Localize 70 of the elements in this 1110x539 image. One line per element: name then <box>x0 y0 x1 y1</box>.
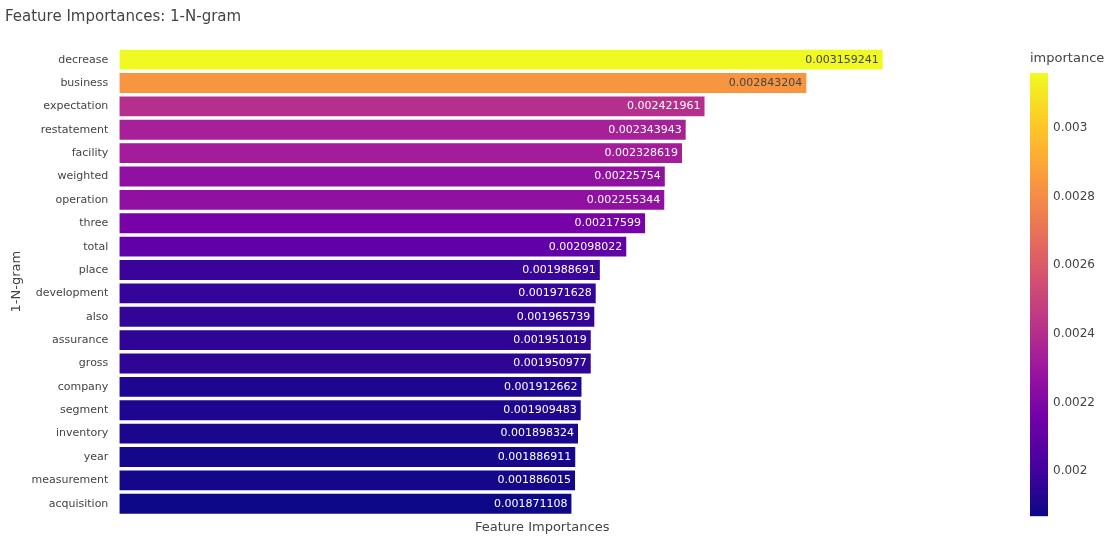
bar <box>119 306 595 327</box>
data-label: 0.002255344 <box>586 192 661 206</box>
y-tick-label: business <box>60 75 109 89</box>
y-tick-label: segment <box>60 403 110 417</box>
bar <box>119 493 572 514</box>
data-label: 0.001951019 <box>513 332 587 346</box>
y-tick-label: place <box>78 262 109 276</box>
y-tick-label: company <box>57 379 109 393</box>
bar <box>119 189 665 210</box>
y-tick-label: restatement <box>40 122 110 136</box>
y-tick-label: also <box>86 309 109 323</box>
bar <box>119 49 883 70</box>
y-tick-label: facility <box>71 146 109 160</box>
bar <box>119 376 582 397</box>
data-label: 0.00217599 <box>574 216 642 230</box>
bar <box>119 470 576 491</box>
y-tick-label: development <box>35 286 110 300</box>
y-tick-label: acquisition <box>48 496 109 510</box>
y-tick-label: operation <box>55 192 109 206</box>
bar <box>119 260 600 280</box>
bar <box>119 400 581 421</box>
y-tick-label: decrease <box>58 52 109 66</box>
data-label: 0.001886015 <box>497 473 572 487</box>
color-bar-title: importance <box>1030 49 1105 65</box>
bar <box>119 73 807 93</box>
y-tick-label: three <box>79 216 109 230</box>
bar <box>119 283 596 304</box>
data-label: 0.001909483 <box>503 403 577 417</box>
data-label: 0.002098022 <box>548 239 623 253</box>
bar <box>119 166 665 187</box>
data-label: 0.001965739 <box>516 309 591 323</box>
color-bar-label: 0.0022 <box>1053 394 1095 409</box>
data-label: 0.001971628 <box>518 286 592 300</box>
data-label: 0.003159241 <box>805 52 879 66</box>
y-tick-label: inventory <box>55 426 109 440</box>
bar <box>119 447 576 467</box>
color-bar-label: 0.0028 <box>1053 188 1095 203</box>
x-axis-title: Feature Importances <box>474 518 610 534</box>
bar <box>119 330 591 351</box>
y-tick-label: expectation <box>43 99 109 113</box>
bar <box>119 119 686 140</box>
data-label: 0.001988691 <box>522 262 596 276</box>
bar <box>119 143 682 164</box>
bar <box>119 236 627 257</box>
data-label: 0.002328619 <box>604 146 678 160</box>
data-label: 0.001871108 <box>493 496 568 510</box>
y-axis-title: 1-N-gram <box>8 250 24 313</box>
color-bar-label: 0.0024 <box>1053 325 1095 340</box>
data-label: 0.002421961 <box>627 99 701 113</box>
data-label: 0.00225754 <box>594 169 661 183</box>
bar <box>119 353 591 374</box>
y-tick-label: year <box>83 449 109 463</box>
y-tick-label: measurement <box>31 473 110 487</box>
y-tick-label: gross <box>78 356 109 370</box>
data-label: 0.001950977 <box>513 356 587 370</box>
y-tick-label: weighted <box>57 169 109 183</box>
chart-title: Feature Importances: 1-N-gram <box>5 6 242 25</box>
bar <box>119 423 579 444</box>
y-tick-label: assurance <box>52 332 109 346</box>
data-label: 0.001898324 <box>500 426 575 440</box>
color-bar-label: 0.003 <box>1053 119 1088 134</box>
bar <box>119 96 705 117</box>
data-label: 0.001912662 <box>503 379 578 393</box>
data-label: 0.001886911 <box>497 449 572 463</box>
data-label: 0.002843204 <box>728 75 803 89</box>
color-bar-label: 0.002 <box>1053 463 1088 478</box>
data-label: 0.002343943 <box>608 122 682 136</box>
bar <box>119 213 646 234</box>
y-tick-label: total <box>83 239 109 253</box>
color-bar-label: 0.0026 <box>1053 257 1095 272</box>
